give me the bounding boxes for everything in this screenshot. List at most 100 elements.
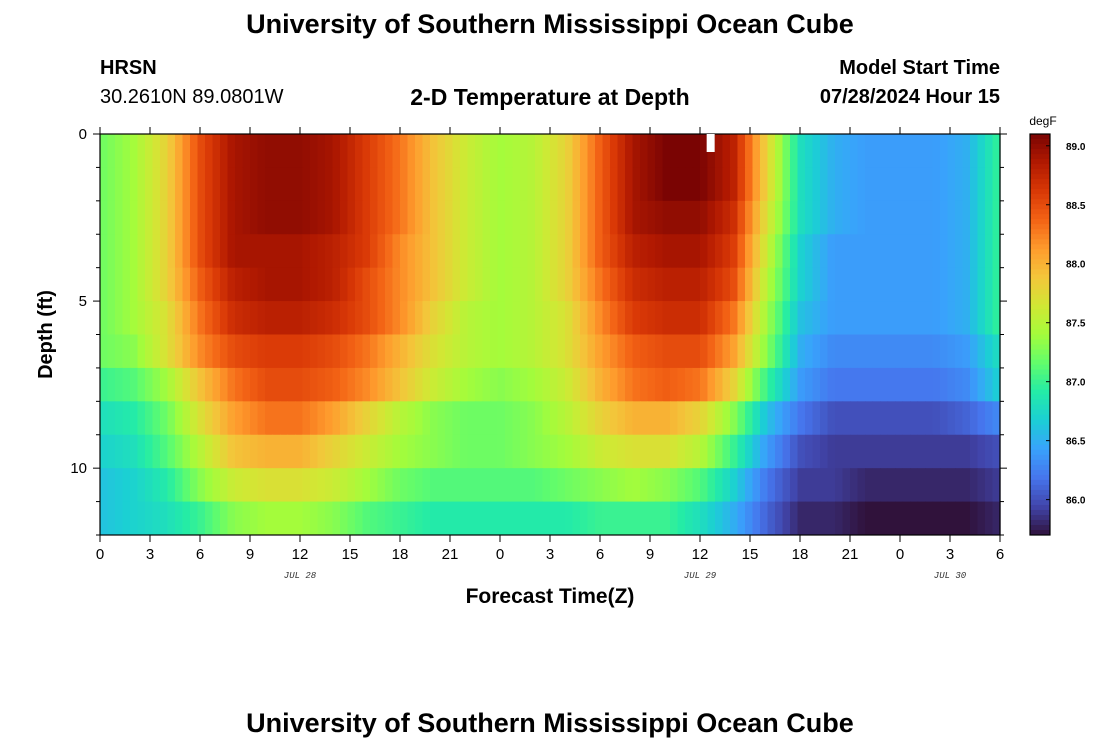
- heatmap-cell: [505, 234, 514, 269]
- heatmap-cell: [415, 501, 424, 536]
- heatmap-cell: [617, 200, 626, 235]
- heatmap-cell: [107, 401, 116, 436]
- heatmap-cell: [670, 401, 679, 436]
- heatmap-cell: [565, 234, 574, 269]
- heatmap-cell: [962, 301, 971, 335]
- heatmap-cell: [985, 134, 994, 168]
- date-label: JUL 28: [284, 571, 317, 581]
- heatmap-cell: [482, 167, 491, 202]
- heatmap-cell: [400, 234, 409, 269]
- heatmap-cell: [287, 267, 296, 302]
- heatmap-cell: [220, 501, 229, 536]
- heatmap-cell: [880, 434, 889, 469]
- heatmap-cell: [842, 334, 851, 369]
- heatmap-cell: [977, 501, 986, 536]
- heatmap-cell: [955, 234, 964, 269]
- heatmap-cell: [332, 334, 341, 369]
- heatmap-cell: [887, 367, 896, 402]
- station-name: HRSN: [100, 57, 157, 79]
- colorbar-segment: [1030, 529, 1050, 536]
- heatmap-cell: [100, 334, 109, 369]
- heatmap-cell: [257, 267, 266, 302]
- heatmap-cell: [865, 134, 874, 168]
- heatmap-cell: [572, 367, 581, 402]
- heatmap-cell: [722, 401, 731, 436]
- heatmap-cell: [805, 501, 814, 536]
- heatmap-cell: [977, 167, 986, 202]
- heatmap-cell: [302, 234, 311, 269]
- heatmap-cell: [250, 367, 259, 402]
- heatmap-cell: [865, 301, 874, 335]
- colorbar-segment: [1030, 344, 1050, 351]
- heatmap-cell: [707, 167, 716, 202]
- heatmap-cell: [512, 234, 521, 269]
- heatmap-cell: [175, 401, 184, 436]
- colorbar-segment: [1030, 464, 1050, 471]
- heatmap-cell: [355, 167, 364, 202]
- heatmap-cell: [962, 434, 971, 469]
- heatmap-cell: [220, 401, 229, 436]
- heatmap-cell: [250, 334, 259, 369]
- heatmap-cell: [557, 468, 566, 502]
- heatmap-cell: [602, 134, 611, 168]
- heatmap-cell: [737, 367, 746, 402]
- heatmap-cell: [595, 200, 604, 235]
- heatmap-cell: [122, 301, 131, 335]
- heatmap-cell: [115, 267, 124, 302]
- heatmap-cell: [190, 134, 199, 168]
- heatmap-cell: [602, 167, 611, 202]
- heatmap-cell: [317, 267, 326, 302]
- heatmap-cell: [520, 401, 529, 436]
- x-tick-label: 18: [392, 546, 409, 563]
- heatmap-cell: [482, 401, 491, 436]
- heatmap-cell: [902, 434, 911, 469]
- heatmap-cell: [955, 167, 964, 202]
- heatmap-cell: [557, 234, 566, 269]
- heatmap-cell: [827, 468, 836, 502]
- heatmap-cell: [160, 367, 169, 402]
- heatmap-cell: [880, 401, 889, 436]
- heatmap-cell: [452, 367, 461, 402]
- heatmap-cell: [655, 134, 664, 168]
- heatmap-cell: [287, 234, 296, 269]
- heatmap-cell: [835, 200, 844, 235]
- heatmap-cell: [715, 167, 724, 202]
- heatmap-cell: [407, 167, 416, 202]
- heatmap-cell: [602, 267, 611, 302]
- heatmap-cell: [985, 234, 994, 269]
- heatmap-cell: [242, 200, 251, 235]
- heatmap-cell: [887, 134, 896, 168]
- heatmap-cell: [617, 501, 626, 536]
- heatmap-cell: [625, 200, 634, 235]
- heatmap-cell: [430, 434, 439, 469]
- heatmap-cell: [940, 267, 949, 302]
- heatmap-cell: [407, 334, 416, 369]
- heatmap-cell: [895, 334, 904, 369]
- heatmap-cell: [662, 200, 671, 235]
- heatmap-cell: [415, 334, 424, 369]
- heatmap-cell: [902, 401, 911, 436]
- heatmap-cell: [572, 501, 581, 536]
- heatmap-cell: [295, 367, 304, 402]
- heatmap-cell: [152, 367, 161, 402]
- heatmap-cell: [130, 234, 139, 269]
- heatmap-cell: [775, 367, 784, 402]
- heatmap-cell: [820, 134, 829, 168]
- heatmap-cell: [677, 468, 686, 502]
- heatmap-cell: [257, 301, 266, 335]
- heatmap-cell: [670, 434, 679, 469]
- heatmap-cell: [400, 468, 409, 502]
- heatmap-cell: [407, 468, 416, 502]
- heatmap-cell: [377, 501, 386, 536]
- heatmap-cell: [130, 367, 139, 402]
- colorbar-segment: [1030, 414, 1050, 421]
- heatmap-cell: [850, 367, 859, 402]
- heatmap-cell: [385, 167, 394, 202]
- heatmap-cell: [437, 200, 446, 235]
- heatmap-cell: [767, 501, 776, 536]
- heatmap-cell: [550, 267, 559, 302]
- heatmap-cell: [422, 267, 431, 302]
- heatmap-cell: [797, 234, 806, 269]
- heatmap-cell: [295, 434, 304, 469]
- date-label: JUL 30: [934, 571, 967, 581]
